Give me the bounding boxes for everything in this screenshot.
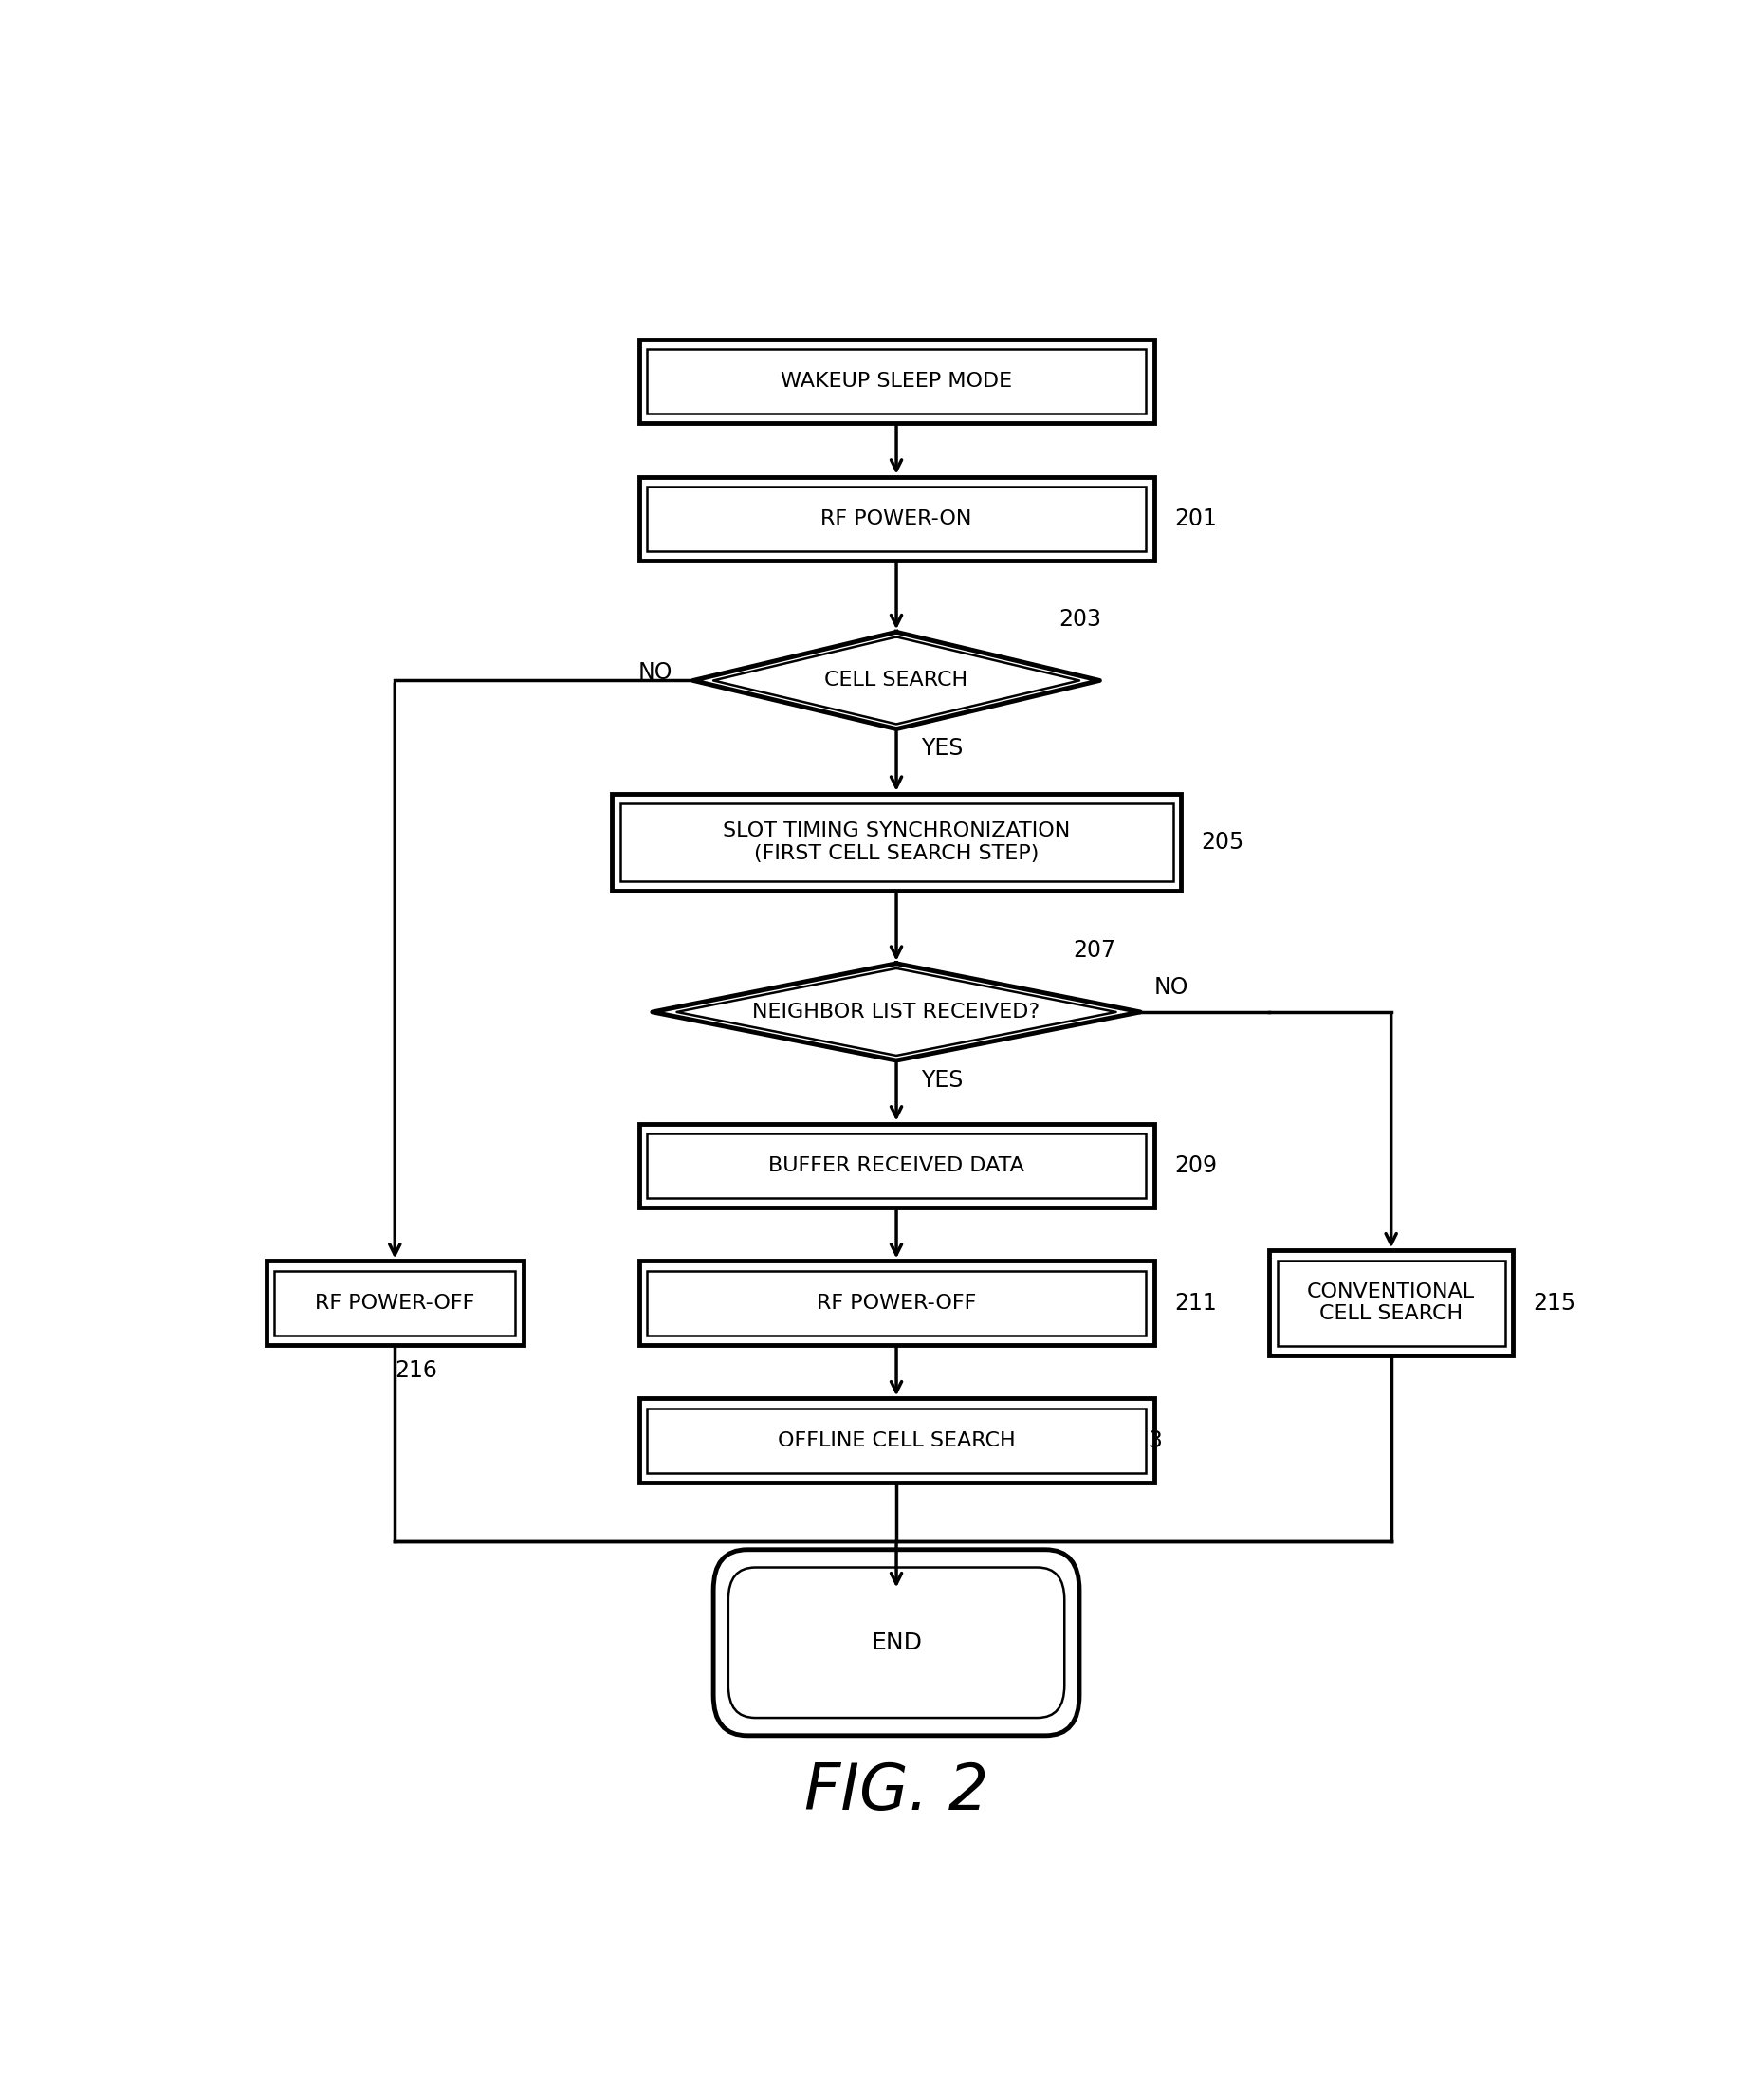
FancyBboxPatch shape: [728, 1567, 1065, 1718]
Text: 215: 215: [1534, 1292, 1576, 1315]
Text: RF POWER-OFF: RF POWER-OFF: [315, 1294, 474, 1312]
Text: 201: 201: [1174, 508, 1217, 529]
Polygon shape: [677, 968, 1116, 1056]
Text: END: END: [871, 1632, 922, 1655]
Polygon shape: [652, 964, 1140, 1060]
FancyBboxPatch shape: [647, 1270, 1146, 1336]
FancyBboxPatch shape: [619, 804, 1174, 882]
Text: YES: YES: [920, 1069, 964, 1092]
FancyBboxPatch shape: [266, 1260, 523, 1346]
FancyBboxPatch shape: [1270, 1250, 1513, 1357]
FancyBboxPatch shape: [647, 1409, 1146, 1472]
Text: NO: NO: [1154, 976, 1189, 1000]
Text: 216: 216: [395, 1359, 437, 1382]
FancyBboxPatch shape: [1277, 1260, 1504, 1346]
Text: FIG. 2: FIG. 2: [805, 1760, 988, 1823]
FancyBboxPatch shape: [638, 1124, 1154, 1207]
Text: YES: YES: [920, 737, 964, 760]
Text: OFFLINE CELL SEARCH: OFFLINE CELL SEARCH: [778, 1430, 1014, 1449]
Text: 213: 213: [1119, 1430, 1163, 1451]
Text: RF POWER-ON: RF POWER-ON: [820, 510, 972, 529]
Text: CONVENTIONAL
CELL SEARCH: CONVENTIONAL CELL SEARCH: [1307, 1283, 1474, 1323]
FancyBboxPatch shape: [647, 349, 1146, 414]
FancyBboxPatch shape: [714, 1550, 1079, 1735]
FancyBboxPatch shape: [638, 1260, 1154, 1346]
FancyBboxPatch shape: [647, 1134, 1146, 1197]
Text: 203: 203: [1058, 607, 1102, 630]
Text: NEIGHBOR LIST RECEIVED?: NEIGHBOR LIST RECEIVED?: [752, 1002, 1041, 1021]
Text: 209: 209: [1174, 1155, 1217, 1176]
Text: BUFFER RECEIVED DATA: BUFFER RECEIVED DATA: [768, 1157, 1025, 1176]
Text: CELL SEARCH: CELL SEARCH: [826, 672, 967, 691]
FancyBboxPatch shape: [647, 487, 1146, 550]
FancyBboxPatch shape: [275, 1270, 516, 1336]
Text: 207: 207: [1072, 939, 1116, 962]
FancyBboxPatch shape: [638, 340, 1154, 424]
Text: 211: 211: [1174, 1292, 1217, 1315]
Polygon shape: [714, 636, 1079, 724]
Text: SLOT TIMING SYNCHRONIZATION
(FIRST CELL SEARCH STEP): SLOT TIMING SYNCHRONIZATION (FIRST CELL …: [722, 821, 1070, 863]
FancyBboxPatch shape: [638, 477, 1154, 561]
FancyBboxPatch shape: [638, 1399, 1154, 1483]
Text: 205: 205: [1202, 832, 1244, 853]
Text: WAKEUP SLEEP MODE: WAKEUP SLEEP MODE: [780, 372, 1013, 391]
Text: NO: NO: [638, 662, 673, 685]
FancyBboxPatch shape: [612, 794, 1181, 890]
Polygon shape: [693, 632, 1100, 729]
Text: RF POWER-OFF: RF POWER-OFF: [817, 1294, 976, 1312]
